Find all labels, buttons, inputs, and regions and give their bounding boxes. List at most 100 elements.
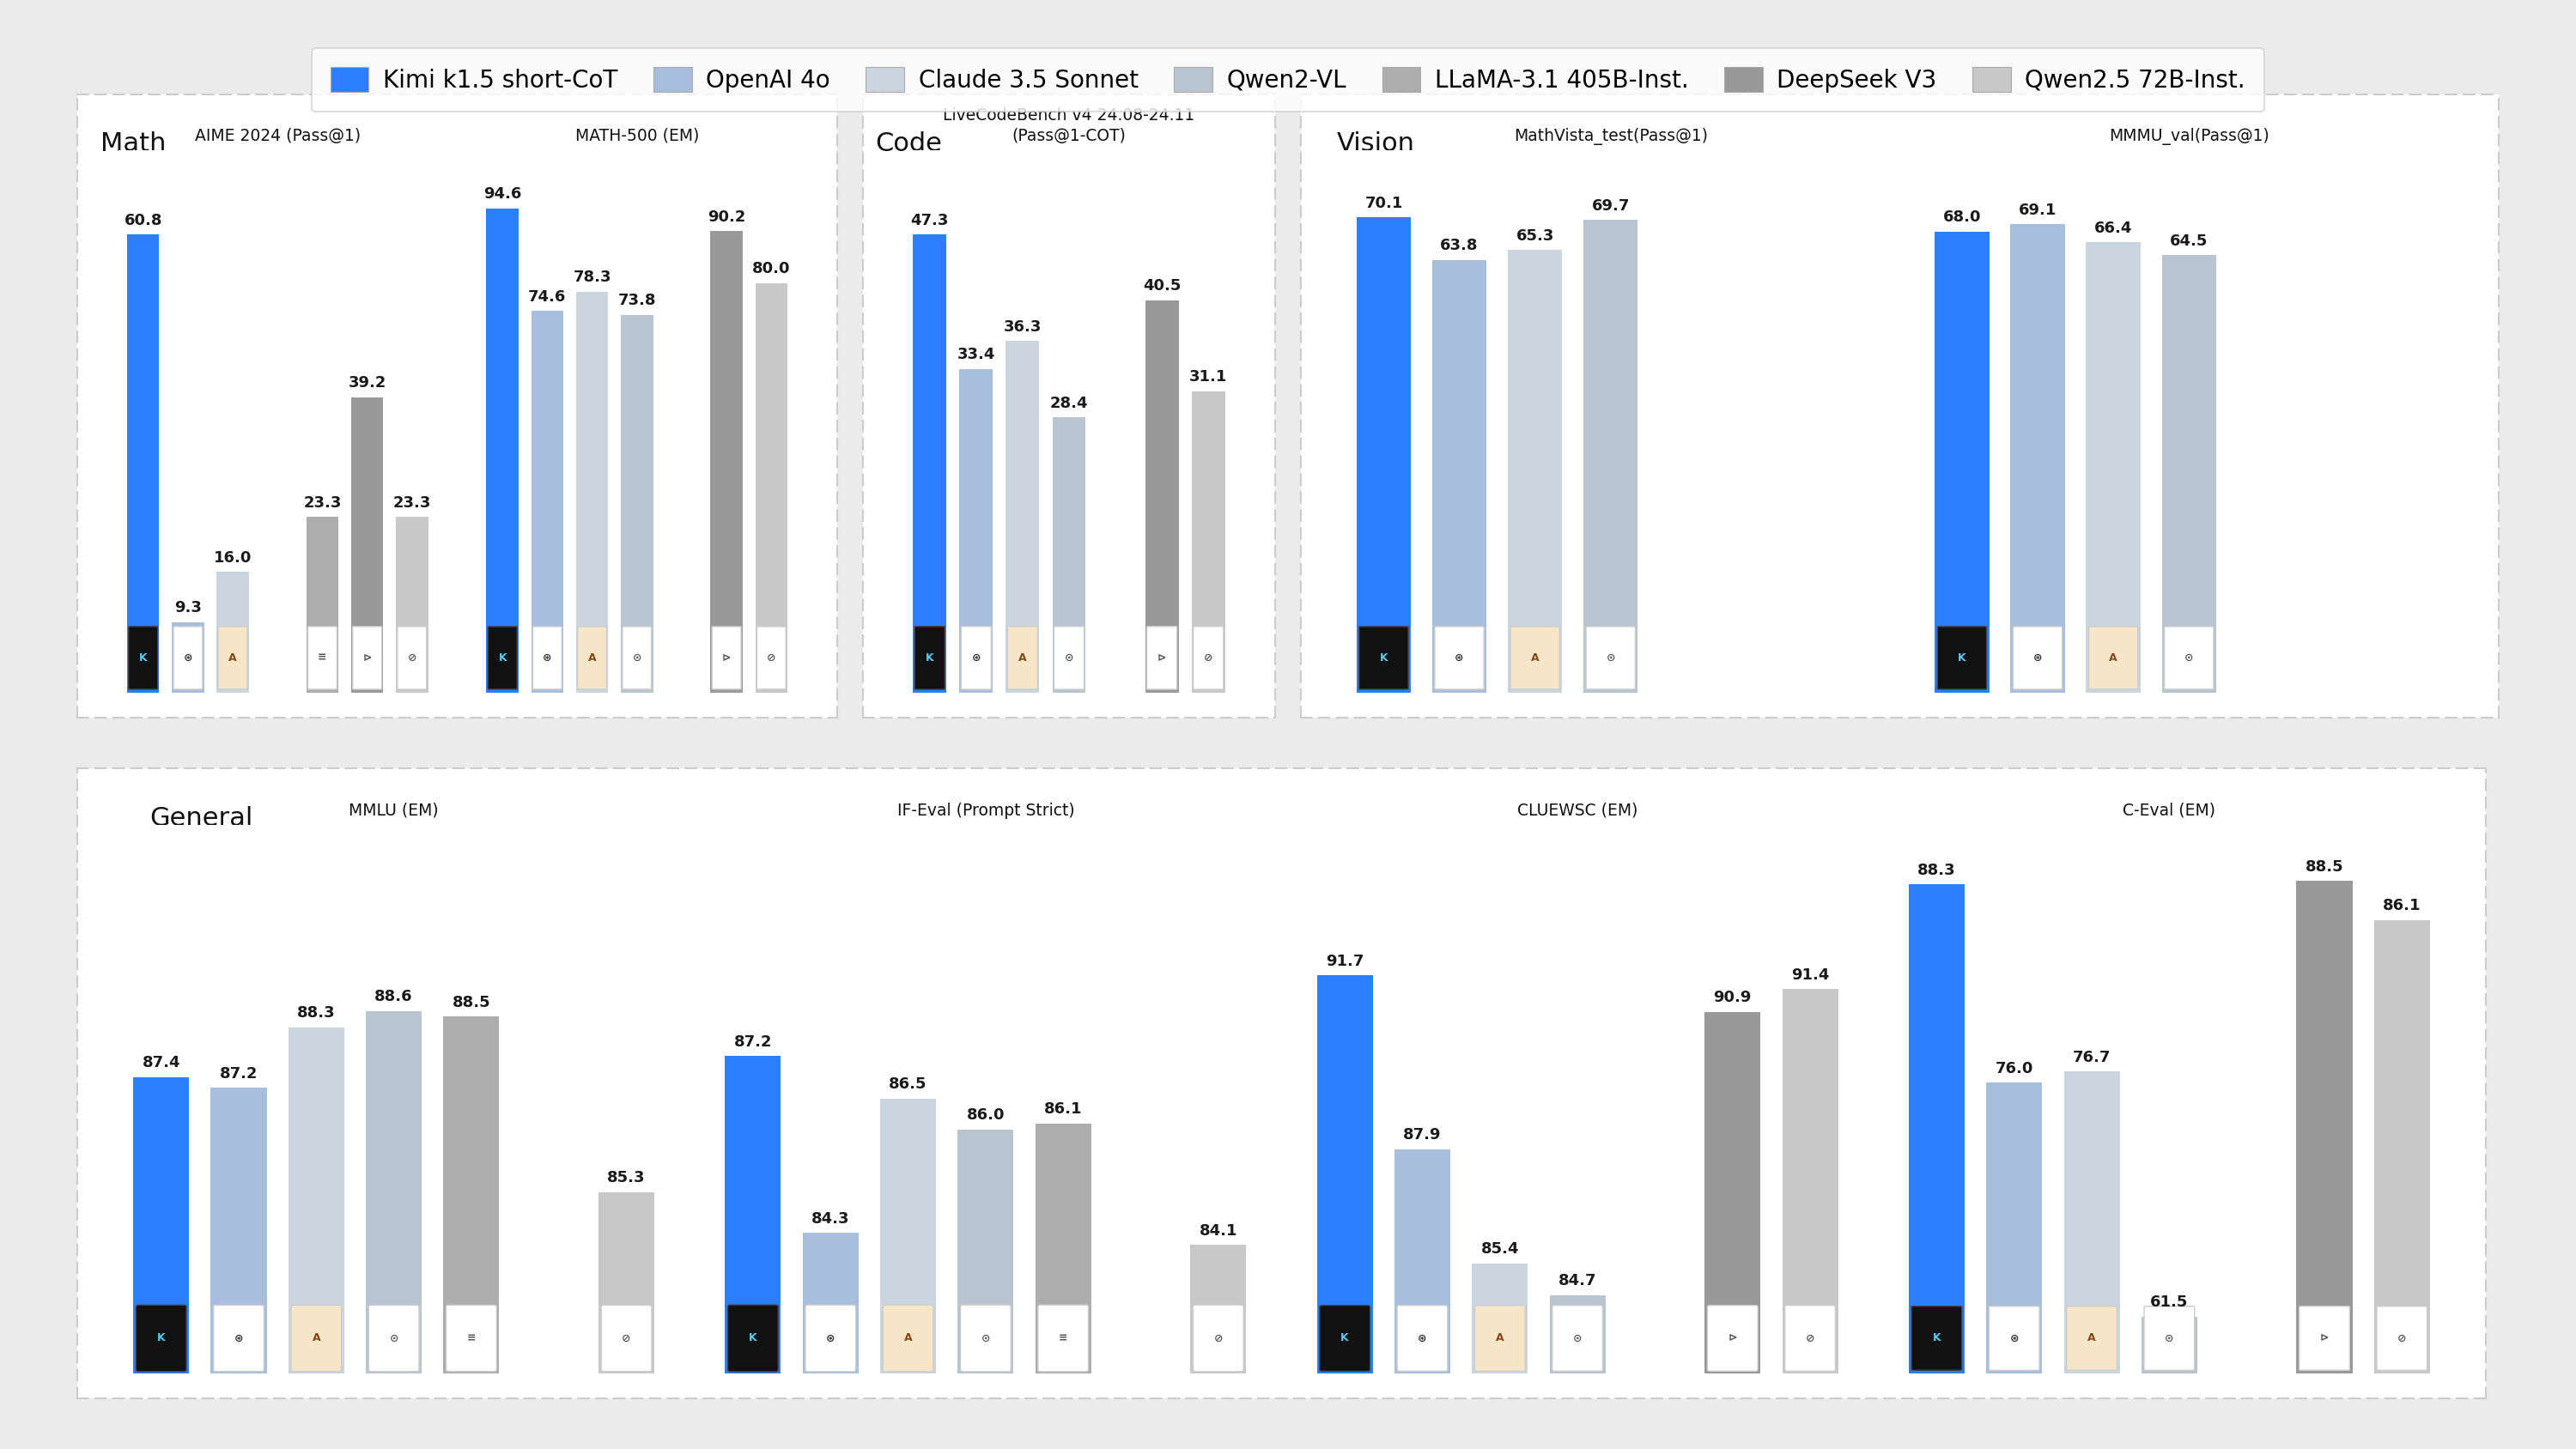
FancyBboxPatch shape <box>137 1306 185 1371</box>
FancyBboxPatch shape <box>2089 626 2138 690</box>
Bar <box>211 1088 268 1374</box>
Bar <box>2295 881 2352 1374</box>
Bar <box>958 1129 1012 1374</box>
Bar <box>531 312 564 693</box>
Text: ⊳: ⊳ <box>1728 1333 1736 1343</box>
Text: ⊙: ⊙ <box>634 652 641 664</box>
Text: ⊛: ⊛ <box>183 652 193 664</box>
Title: LiveCodeBench v4 24.08-24.11
(Pass@1-COT): LiveCodeBench v4 24.08-24.11 (Pass@1-COT… <box>943 107 1195 143</box>
Text: ⊘: ⊘ <box>1213 1333 1224 1343</box>
Text: 87.2: 87.2 <box>219 1066 258 1081</box>
Text: 80.0: 80.0 <box>752 261 791 277</box>
Text: K: K <box>497 652 507 664</box>
Bar <box>216 572 250 693</box>
FancyBboxPatch shape <box>757 626 786 690</box>
Title: C-Eval (EM): C-Eval (EM) <box>2123 803 2215 819</box>
Text: 33.4: 33.4 <box>958 348 994 362</box>
FancyBboxPatch shape <box>1937 626 1986 690</box>
Text: A: A <box>904 1333 912 1343</box>
FancyBboxPatch shape <box>2012 626 2063 690</box>
Bar <box>1705 1011 1759 1374</box>
FancyBboxPatch shape <box>914 626 945 690</box>
Text: A: A <box>2087 1333 2097 1343</box>
Text: ≡: ≡ <box>466 1333 477 1343</box>
Text: 60.8: 60.8 <box>124 213 162 227</box>
Bar <box>1193 391 1226 693</box>
Text: 84.7: 84.7 <box>1558 1274 1597 1288</box>
Bar <box>958 369 992 693</box>
Legend: Kimi k1.5 short-CoT, OpenAI 4o, Claude 3.5 Sonnet, Qwen2-VL, LLaMA-3.1 405B-Inst: Kimi k1.5 short-CoT, OpenAI 4o, Claude 3… <box>312 48 2264 112</box>
Bar <box>366 1011 422 1374</box>
FancyBboxPatch shape <box>446 1306 497 1371</box>
Text: 36.3: 36.3 <box>1005 319 1041 335</box>
Title: MathVista_test(Pass@1): MathVista_test(Pass@1) <box>1515 128 1708 145</box>
Text: ⊛: ⊛ <box>2032 652 2043 664</box>
Text: ⊙: ⊙ <box>2164 1333 2174 1343</box>
Text: ⊘: ⊘ <box>768 652 775 664</box>
Text: ⊛: ⊛ <box>827 1333 835 1343</box>
Title: MMMU_val(Pass@1): MMMU_val(Pass@1) <box>2110 128 2269 145</box>
Text: ⊛: ⊛ <box>234 1333 242 1343</box>
Text: 64.5: 64.5 <box>2169 233 2208 249</box>
Text: ⊘: ⊘ <box>621 1333 631 1343</box>
Text: Math: Math <box>100 132 165 156</box>
Text: ⊛: ⊛ <box>971 652 981 664</box>
FancyBboxPatch shape <box>1989 1306 2040 1371</box>
FancyBboxPatch shape <box>623 626 652 690</box>
Text: K: K <box>1381 652 1388 664</box>
Bar <box>1316 975 1373 1374</box>
Text: ⊙: ⊙ <box>1064 652 1074 664</box>
Text: A: A <box>1530 652 1538 664</box>
FancyBboxPatch shape <box>1193 1306 1244 1372</box>
Text: General: General <box>149 806 252 830</box>
Bar <box>1551 1295 1605 1374</box>
Text: K: K <box>750 1333 757 1343</box>
Bar <box>443 1017 500 1374</box>
FancyBboxPatch shape <box>129 626 157 690</box>
FancyBboxPatch shape <box>2378 1306 2427 1371</box>
Text: 66.4: 66.4 <box>2094 220 2133 236</box>
Bar <box>397 517 428 693</box>
Text: 91.7: 91.7 <box>1327 953 1363 969</box>
Bar <box>2375 920 2429 1374</box>
FancyBboxPatch shape <box>1360 626 1409 690</box>
Text: 88.3: 88.3 <box>296 1006 335 1022</box>
FancyBboxPatch shape <box>2164 626 2213 690</box>
Text: 84.1: 84.1 <box>1200 1223 1236 1239</box>
FancyBboxPatch shape <box>1911 1306 1963 1371</box>
Text: 88.6: 88.6 <box>374 990 412 1004</box>
Text: 39.2: 39.2 <box>348 375 386 391</box>
Text: 87.2: 87.2 <box>734 1035 773 1049</box>
Bar <box>134 1077 188 1374</box>
Text: 86.0: 86.0 <box>966 1107 1005 1123</box>
Bar <box>2161 255 2215 693</box>
Bar <box>881 1098 935 1374</box>
Text: 88.5: 88.5 <box>453 994 489 1010</box>
FancyBboxPatch shape <box>1435 626 1484 690</box>
FancyBboxPatch shape <box>291 1306 343 1371</box>
Title: MATH-500 (EM): MATH-500 (EM) <box>574 128 698 143</box>
Text: A: A <box>1497 1333 1504 1343</box>
Text: ⊛: ⊛ <box>1455 652 1463 664</box>
FancyBboxPatch shape <box>1473 1306 1525 1371</box>
Text: ⊙: ⊙ <box>1574 1333 1582 1343</box>
FancyBboxPatch shape <box>1319 1306 1370 1371</box>
Bar <box>2063 1071 2120 1374</box>
Bar <box>126 235 160 693</box>
Text: Vision: Vision <box>1337 132 1414 156</box>
Text: 70.1: 70.1 <box>1365 196 1404 212</box>
Text: ⊛: ⊛ <box>2009 1333 2020 1343</box>
Text: K: K <box>925 652 935 664</box>
Bar <box>350 397 384 693</box>
Bar <box>1005 341 1038 693</box>
Bar <box>1935 232 1989 693</box>
Text: A: A <box>312 1333 319 1343</box>
Text: Code: Code <box>876 132 943 156</box>
FancyBboxPatch shape <box>1510 626 1558 690</box>
Text: ⊙: ⊙ <box>2184 652 2192 664</box>
Text: 76.0: 76.0 <box>1996 1061 2032 1077</box>
Text: 87.4: 87.4 <box>142 1055 180 1071</box>
FancyBboxPatch shape <box>1785 1306 1834 1371</box>
Text: 87.9: 87.9 <box>1404 1127 1443 1143</box>
Text: 85.3: 85.3 <box>608 1171 647 1185</box>
